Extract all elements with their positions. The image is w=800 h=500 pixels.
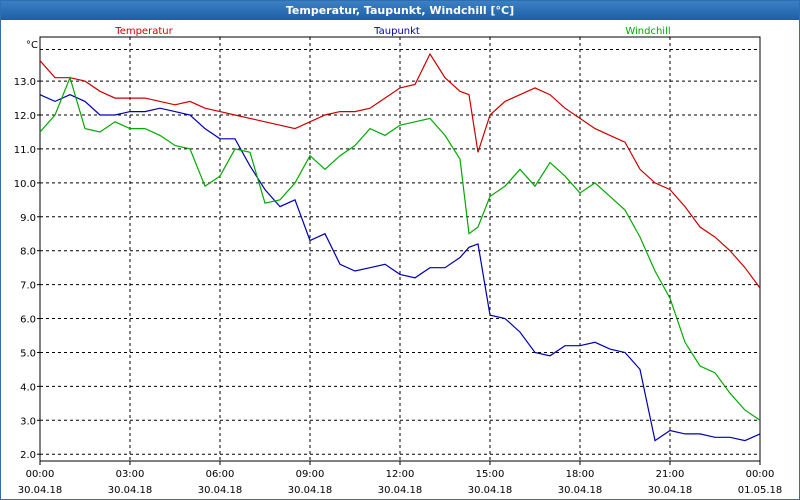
x-tick-date-label: 30.04.18 [18, 485, 63, 496]
x-tick-date-label: 30.04.18 [198, 485, 243, 496]
legend-item-windchill: Windchill [625, 26, 670, 37]
x-tick-time-label: 06:00 [206, 469, 235, 480]
series-line-windchill [39, 75, 761, 421]
x-tick-time-label: 03:00 [116, 469, 145, 480]
y-tick-label: 11.0 [14, 145, 36, 156]
x-tick-date-label: 30.04.18 [288, 485, 333, 496]
x-tick-time-label: 21:00 [656, 469, 685, 480]
series-line-taupunkt [39, 94, 761, 442]
x-tick-date-label: 30.04.18 [648, 485, 693, 496]
x-tick-date-label: 30.04.18 [378, 485, 423, 496]
x-tick-time-label: 00:00 [746, 469, 775, 480]
x-tick-date-label: 30.04.18 [108, 485, 153, 496]
y-tick-label: 3.0 [20, 416, 36, 427]
series-line-temperatur [39, 52, 761, 289]
legend-item-temperatur: Temperatur [114, 26, 173, 37]
y-tick-label: 8.0 [20, 247, 36, 258]
x-tick-date-label: 30.04.18 [558, 485, 603, 496]
x-tick-time-label: 15:00 [476, 469, 505, 480]
y-tick-label: 4.0 [20, 382, 36, 393]
x-tick-time-label: 12:00 [386, 469, 415, 480]
x-axis-ticks: 00:00 30.04.18 03:00 30.04.18 06:00 30.04.18 0… [18, 461, 783, 496]
grid [40, 37, 760, 461]
legend: Temperatur Taupunkt Windchill [114, 26, 670, 37]
x-tick-time-label: 00:00 [26, 469, 55, 480]
legend-item-taupunkt: Taupunkt [373, 26, 420, 37]
x-tick-time-label: 18:00 [566, 469, 595, 480]
y-tick-label: 10.0 [14, 179, 36, 190]
y-axis-unit: °C [26, 40, 38, 51]
x-tick-date-label: 01.05.18 [738, 485, 783, 496]
y-tick-label: 12.0 [14, 111, 36, 122]
y-axis-ticks: 2.0 3.0 4.0 5.0 6.0 7.0 8.0 9.0 10.0 11.0 12.0 13.0 [14, 77, 40, 461]
x-tick-date-label: 30.04.18 [468, 485, 513, 496]
y-tick-label: 6.0 [20, 315, 36, 326]
y-tick-label: 2.0 [20, 450, 36, 461]
x-tick-time-label: 09:00 [296, 469, 325, 480]
series [39, 52, 761, 442]
y-tick-label: 7.0 [20, 281, 36, 292]
y-tick-label: 5.0 [20, 348, 36, 359]
window-title: Temperatur, Taupunkt, Windchill [°C] [1, 1, 799, 20]
y-tick-label: 9.0 [20, 213, 36, 224]
y-tick-label: 13.0 [14, 77, 36, 88]
